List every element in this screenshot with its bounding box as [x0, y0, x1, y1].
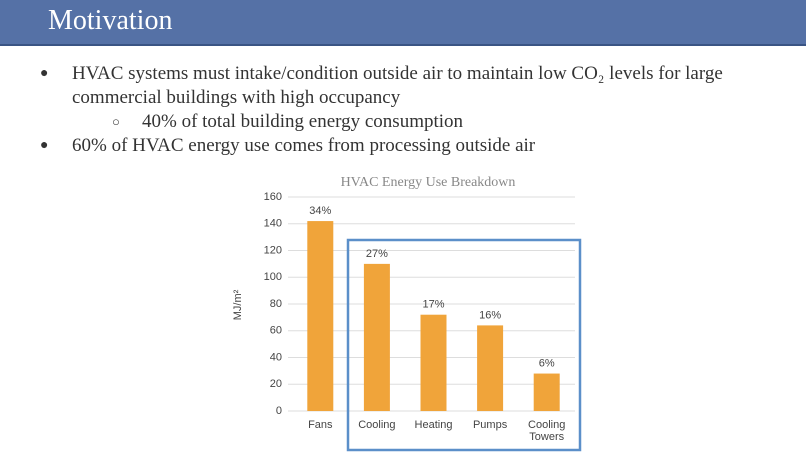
bullet-list: HVAC systems must intake/condition outsi…	[40, 62, 780, 158]
y-tick-label: 40	[270, 351, 282, 363]
x-tick-label: Heating	[414, 419, 453, 431]
x-tick-label: Cooling Towers	[528, 419, 566, 443]
x-tick: Fans	[308, 419, 333, 431]
x-tick: Cooling	[358, 419, 396, 431]
chart-title: HVAC Energy Use Breakdown	[341, 175, 516, 190]
y-tick-label: 20	[270, 378, 282, 390]
y-tick-label: 80	[270, 298, 282, 310]
slide-title: Motivation	[48, 5, 173, 36]
sub-list: 40% of total building energy consumption	[72, 110, 780, 134]
bar-label: 6%	[539, 357, 555, 369]
highlight-box	[346, 238, 582, 452]
y-tick-label: 0	[276, 405, 282, 417]
bar	[363, 263, 390, 411]
bullet: 60% of HVAC energy use comes from proces…	[40, 134, 780, 158]
sub-bullet: 40% of total building energy consumption	[112, 110, 780, 134]
bar-label: 16%	[479, 309, 501, 321]
bullet-text: HVAC systems must intake/condition outsi…	[72, 63, 723, 108]
x-tick-label: Pumps	[472, 419, 508, 431]
y-tick-label: 120	[264, 244, 282, 256]
bar-label: 17%	[422, 299, 444, 311]
y-axis-label: MJ/m²	[232, 289, 244, 320]
header: Motivation	[0, 0, 806, 46]
bar	[307, 221, 334, 411]
y-tick-label: 140	[264, 218, 282, 230]
x-tick: Pumps	[472, 419, 508, 431]
bar-label: 27%	[366, 248, 388, 260]
bar-label: 34%	[309, 205, 331, 217]
x-tick-label: Fans	[308, 419, 333, 431]
y-tick-label: 100	[264, 271, 282, 283]
bar	[420, 314, 447, 411]
bullet: HVAC systems must intake/condition outsi…	[40, 62, 780, 134]
x-tick-label: Cooling	[358, 419, 396, 431]
y-tick-label: 60	[270, 325, 282, 337]
x-tick: Cooling Towers	[528, 419, 566, 443]
y-tick-label: 160	[264, 191, 282, 203]
x-tick: Heating	[414, 419, 453, 431]
bar	[533, 373, 560, 411]
bar	[477, 325, 504, 411]
bullet-text: 60% of HVAC energy use comes from proces…	[72, 135, 536, 156]
